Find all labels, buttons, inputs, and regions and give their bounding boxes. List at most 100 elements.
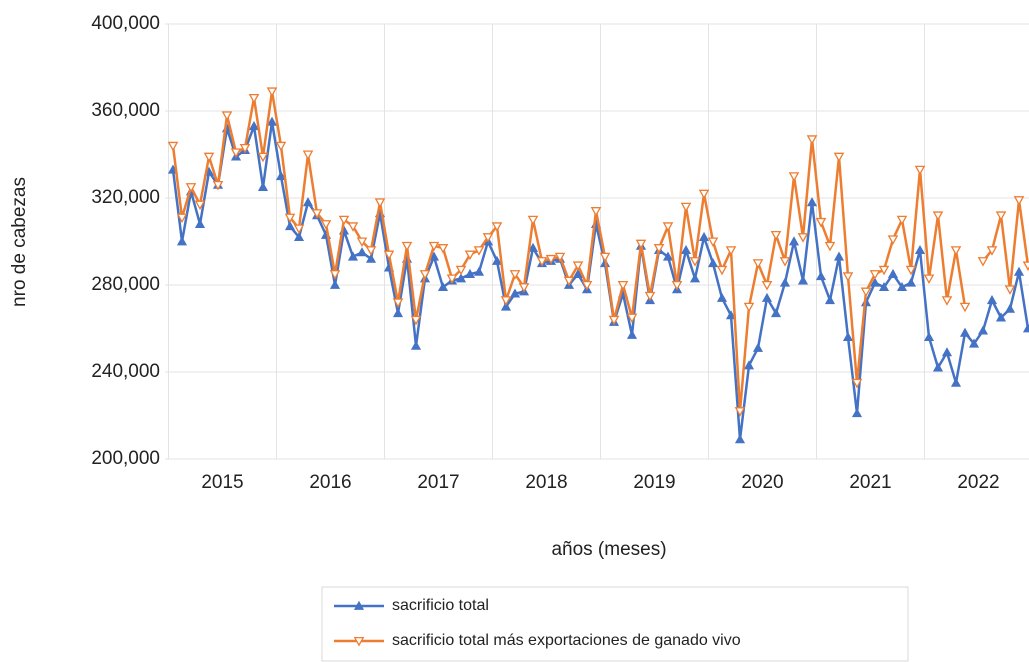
marker — [761, 292, 773, 302]
marker — [302, 197, 314, 207]
marker — [266, 87, 278, 97]
marker — [815, 217, 827, 228]
marker — [194, 200, 206, 211]
marker — [554, 252, 566, 263]
marker — [266, 116, 278, 126]
marker — [662, 251, 674, 261]
marker — [212, 180, 224, 191]
marker — [446, 274, 458, 285]
marker — [176, 213, 188, 224]
marker — [1013, 196, 1025, 206]
marker — [284, 213, 296, 224]
marker — [284, 221, 296, 231]
marker — [689, 257, 701, 267]
marker — [851, 378, 863, 389]
marker — [932, 211, 944, 221]
marker — [662, 222, 674, 232]
marker — [491, 222, 503, 232]
marker — [185, 183, 197, 193]
marker — [482, 233, 494, 243]
marker — [698, 231, 710, 242]
marker — [806, 197, 818, 207]
x-tick-label: 2021 — [849, 472, 891, 493]
marker — [977, 257, 989, 267]
y-tick-label: 240,000 — [91, 361, 160, 382]
marker — [581, 280, 593, 291]
marker — [1013, 266, 1025, 276]
marker — [707, 258, 719, 268]
marker — [896, 281, 908, 292]
x-tick-label: 2016 — [309, 472, 351, 493]
marker — [1022, 323, 1029, 333]
marker — [275, 171, 287, 181]
marker — [887, 235, 899, 245]
x-tick-label: 2019 — [633, 472, 675, 493]
marker — [707, 237, 719, 248]
marker — [743, 360, 755, 370]
marker — [734, 407, 746, 417]
marker — [770, 230, 782, 241]
marker — [500, 301, 512, 311]
x-tick-label: 2020 — [741, 472, 783, 493]
legend-label: sacrificio total — [392, 597, 489, 614]
marker — [779, 257, 791, 267]
marker — [365, 253, 377, 263]
marker — [626, 329, 638, 339]
marker — [221, 111, 233, 121]
marker — [401, 241, 413, 252]
marker — [779, 277, 791, 287]
marker — [878, 281, 890, 292]
marker — [500, 296, 512, 306]
marker — [257, 152, 269, 163]
marker — [437, 244, 449, 254]
marker — [518, 283, 530, 293]
marker — [869, 270, 881, 280]
marker — [545, 254, 557, 265]
marker — [671, 280, 683, 291]
marker — [842, 272, 854, 282]
marker — [293, 224, 305, 234]
y-tick-label: 400,000 — [91, 13, 160, 34]
marker — [353, 636, 365, 647]
marker — [770, 308, 782, 318]
marker — [248, 120, 260, 131]
y-tick-label: 200,000 — [91, 448, 160, 469]
marker — [392, 308, 404, 318]
x-axis-title: años (meses) — [551, 539, 666, 560]
marker — [347, 222, 359, 232]
marker — [995, 312, 1007, 322]
x-tick-label: 2018 — [525, 472, 567, 493]
marker — [734, 434, 746, 444]
marker — [653, 244, 665, 254]
marker — [833, 251, 845, 261]
marker — [563, 276, 575, 287]
marker — [509, 288, 521, 298]
marker — [941, 296, 953, 306]
marker — [878, 265, 890, 276]
marker — [167, 141, 179, 152]
marker — [491, 255, 503, 265]
marker — [356, 247, 368, 257]
marker — [833, 152, 845, 163]
y-tick-label: 320,000 — [91, 187, 160, 208]
marker — [509, 270, 521, 280]
marker — [338, 215, 350, 226]
marker — [806, 135, 818, 145]
marker — [932, 362, 944, 372]
marker — [311, 209, 323, 219]
marker — [743, 302, 755, 313]
marker — [1004, 285, 1016, 295]
marker — [788, 236, 800, 246]
marker — [986, 294, 998, 305]
marker — [986, 246, 998, 256]
marker — [329, 270, 341, 280]
marker — [527, 215, 539, 226]
marker — [959, 302, 971, 313]
y-tick-label: 280,000 — [91, 274, 160, 295]
marker — [869, 277, 881, 287]
marker — [824, 294, 836, 305]
y-tick-label: 360,000 — [91, 100, 160, 121]
marker — [860, 287, 872, 298]
marker — [347, 251, 359, 261]
marker — [455, 273, 467, 283]
